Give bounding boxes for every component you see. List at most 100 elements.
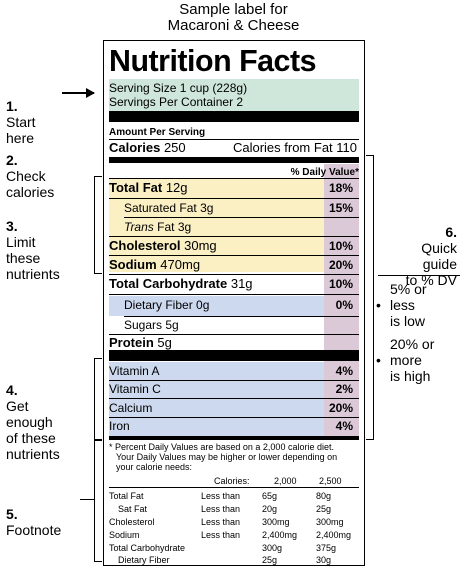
callout-start-here: 1. Start here	[6, 82, 36, 146]
nutrient-name: Saturated Fat	[124, 201, 197, 215]
footnote-line-2: Your Daily Values may be higher or lower…	[116, 452, 338, 462]
sample-title-line-2: Macaroni & Cheese	[167, 17, 300, 34]
table-cell: Sodium	[109, 530, 140, 540]
table-cell: 2,400mg	[316, 530, 352, 540]
nutrient-name: Cholesterol	[109, 238, 181, 253]
vitamin-dv: 4%	[335, 419, 353, 433]
divider	[109, 417, 359, 418]
nutrient-name: Total Fat	[109, 180, 163, 195]
calories-from-fat: Calories from Fat 110	[232, 140, 357, 155]
nutrient-amount: 31g	[230, 276, 253, 291]
callout-text: Check calories	[6, 168, 55, 200]
table-cell: 300g	[262, 543, 283, 553]
table-cell: 65g	[262, 491, 278, 501]
vitamin-name: Vitamin C	[109, 382, 161, 396]
table-cell: Dietary Fiber	[118, 555, 170, 565]
nutrient-name: Sugars	[124, 318, 163, 332]
nutrient-row-saturated-fat: Saturated Fat 3g 15%	[124, 201, 359, 215]
nutrient-name: Sodium	[109, 257, 157, 272]
divider	[109, 274, 359, 275]
nutrient-name: Dietary Fiber	[124, 298, 193, 312]
vitamin-name: Calcium	[109, 401, 153, 415]
nutrient-amount: 5g	[165, 318, 179, 332]
nutrient-row-sodium: Sodium 470mg 20%	[109, 257, 359, 273]
table-cell: 25g	[316, 504, 332, 514]
table-cell: Less than	[201, 491, 241, 501]
divider	[109, 294, 359, 295]
table-cell: 80g	[316, 491, 332, 501]
callout-limit-nutrients: 3. Limit these nutrients	[6, 202, 60, 282]
nutrition-label: Nutrition Facts Serving Size 1 cup (228g…	[103, 40, 365, 566]
nutrient-amount: 0g	[196, 298, 210, 312]
table-cell: 375g	[316, 543, 337, 553]
divider	[109, 198, 359, 199]
medium-divider	[109, 157, 359, 163]
calories-value: 250	[163, 140, 186, 155]
nutrient-dv: 18%	[328, 181, 353, 195]
divider	[109, 255, 359, 256]
vitamins-highlight	[109, 362, 324, 436]
bullet-icon: •	[376, 352, 381, 368]
nutrient-name: Protein	[109, 335, 154, 350]
amount-per-serving: Amount Per Serving	[109, 127, 206, 138]
vitamin-row-a: Vitamin A 4%	[109, 364, 359, 378]
table-cell: Less than	[201, 530, 241, 540]
callout-text: Limit these nutrients	[6, 234, 60, 282]
divider	[109, 398, 359, 399]
table-cell: 30g	[316, 555, 332, 565]
guide-divider	[378, 275, 460, 276]
nutrient-row-sugars: Sugars 5g	[124, 318, 359, 332]
divider	[124, 316, 359, 317]
table-cell: Less than	[201, 517, 241, 527]
sample-title-line-1: Sample label for	[179, 1, 288, 18]
nutrient-name: Total Carbohydrate	[109, 276, 228, 291]
callout-number: 3.	[6, 218, 18, 234]
footnote-line-3: your calorie needs:	[116, 462, 193, 472]
divider	[109, 380, 359, 381]
footnote-line-1: * Percent Daily Values are based on a 2,…	[109, 442, 334, 452]
callout-number: 2.	[6, 152, 18, 168]
vitamin-name: Vitamin A	[109, 364, 160, 378]
start-arrow-icon	[62, 88, 95, 98]
callout-number: 6.	[445, 224, 457, 240]
table-cell: Cholesterol	[109, 517, 155, 527]
nutrient-row-protein: Protein 5g	[109, 336, 359, 350]
vitamin-dv: 4%	[335, 364, 353, 378]
serving-size: Serving Size 1 cup (228g)	[109, 81, 248, 95]
nutrient-amount: 3g	[200, 201, 214, 215]
table-cell: 300mg	[262, 517, 290, 527]
nutrient-row-cholesterol: Cholesterol 30mg 10%	[109, 238, 359, 254]
nutrient-row-total-fat: Total Fat 12g 18%	[109, 180, 359, 196]
callout-text: Get enough of these nutrients	[6, 398, 60, 462]
dv-bracket	[366, 155, 374, 440]
guide-low-text: 5% or less is low	[390, 281, 427, 329]
daily-value-header: % Daily Value*	[290, 167, 359, 178]
nutrient-row-dietary-fiber: Dietary Fiber 0g 0%	[124, 298, 359, 312]
nutrient-name: Trans	[124, 220, 154, 234]
vitamin-row-calcium: Calcium 20%	[109, 401, 359, 415]
limit-bracket	[94, 176, 102, 274]
callout-text: Footnote	[6, 522, 62, 538]
nutrient-dv: 15%	[328, 201, 353, 215]
calories-row: Calories 250 Calories from Fat 110	[109, 141, 359, 155]
callout-number: 5.	[6, 506, 18, 522]
footnote-bracket	[94, 440, 102, 562]
bullet-icon: •	[376, 297, 381, 313]
nutrient-dv: 10%	[328, 277, 353, 291]
callout-number: 4.	[6, 382, 18, 398]
nutrient-dv: 20%	[328, 258, 353, 272]
table-cell: Sat Fat	[118, 504, 148, 514]
vitamin-name: Iron	[109, 419, 130, 433]
divider	[109, 487, 359, 488]
nutrient-amount: 5g	[157, 335, 172, 350]
vitamin-dv: 2%	[335, 382, 353, 396]
nutrient-amount: Fat 3g	[157, 220, 192, 234]
nutrient-dv: 0%	[335, 298, 353, 312]
callout-footnote: 5. Footnote	[6, 490, 61, 538]
get-bracket	[94, 358, 102, 440]
callout-check-calories: 2. Check calories	[6, 136, 54, 200]
divider	[109, 139, 359, 140]
divider	[124, 217, 359, 218]
footnote-connector	[80, 499, 94, 500]
divider	[109, 178, 359, 179]
